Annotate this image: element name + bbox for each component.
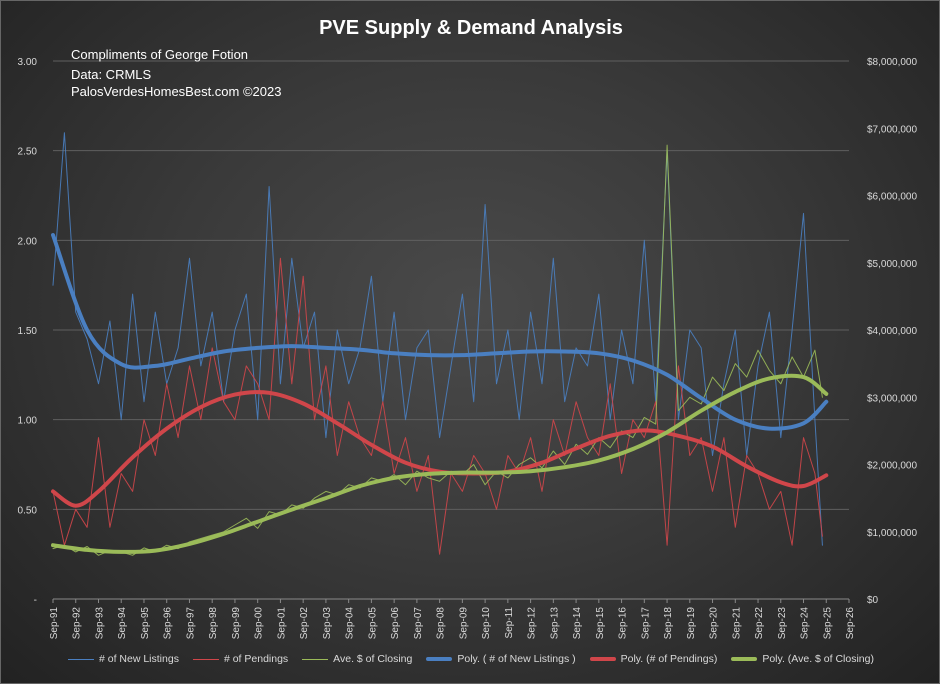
x-tick-label: Sep-21 bbox=[731, 607, 742, 640]
credit-website: PalosVerdesHomesBest.com ©2023 bbox=[71, 84, 282, 99]
legend-item: Poly. ( # of New Listings ) bbox=[426, 653, 576, 665]
legend-label: # of Pendings bbox=[223, 653, 289, 665]
legend-item: # of Pendings bbox=[192, 653, 289, 665]
credit-data-source: Data: CRMLS bbox=[71, 67, 152, 82]
x-tick-label: Sep-14 bbox=[572, 607, 583, 640]
right-tick-label: $1,000,000 bbox=[867, 528, 917, 539]
right-tick-label: $0 bbox=[867, 595, 879, 606]
x-tick-label: Sep-19 bbox=[686, 607, 697, 640]
left-tick-label: 1.00 bbox=[18, 416, 38, 427]
chart-legend: # of New Listings # of Pendings Ave. $ of … bbox=[1, 653, 940, 665]
x-tick-label: Sep-09 bbox=[458, 607, 469, 640]
x-tick-label: Sep-96 bbox=[163, 607, 174, 640]
x-tick-label: Sep-93 bbox=[94, 607, 105, 640]
series-line-1 bbox=[52, 257, 823, 555]
series-lines bbox=[51, 132, 829, 556]
x-tick-label: Sep-05 bbox=[367, 607, 378, 640]
legend-swatch bbox=[67, 658, 94, 660]
x-tick-label: Sep-97 bbox=[185, 607, 196, 640]
gridlines bbox=[53, 60, 849, 600]
x-axis-ticks: Sep-91 Sep-92 Sep-93 Sep-94 Sep-95 Sep-96 Sep-… bbox=[49, 598, 856, 640]
legend-swatch bbox=[192, 658, 219, 660]
series-line-5 bbox=[51, 373, 829, 554]
x-tick-label: Sep-22 bbox=[754, 607, 765, 640]
left-tick-label: - bbox=[34, 595, 37, 606]
x-tick-label: Sep-92 bbox=[72, 607, 83, 640]
legend-label: # of New Listings bbox=[98, 653, 179, 665]
x-tick-label: Sep-04 bbox=[345, 607, 356, 640]
x-tick-label: Sep-00 bbox=[254, 607, 265, 640]
x-tick-label: Sep-01 bbox=[276, 607, 287, 640]
legend-swatch bbox=[426, 657, 453, 661]
legend-label: Poly. (Ave. $ of Closing) bbox=[762, 653, 874, 665]
x-tick-label: Sep-16 bbox=[618, 607, 629, 640]
x-tick-label: Sep-12 bbox=[527, 607, 538, 640]
right-tick-label: $3,000,000 bbox=[867, 393, 917, 404]
legend-item: Ave. $ of Closing bbox=[302, 653, 412, 665]
x-tick-label: Sep-15 bbox=[595, 607, 606, 640]
right-tick-label: $8,000,000 bbox=[867, 57, 917, 68]
chart-title: PVE Supply & Demand Analysis bbox=[319, 17, 623, 39]
left-axis-ticks: - 0.50 1.00 1.50 2.00 2.50 3.00 bbox=[18, 57, 38, 606]
series-line-4 bbox=[51, 390, 829, 508]
series-line-0 bbox=[52, 132, 823, 546]
x-tick-label: Sep-98 bbox=[208, 607, 219, 640]
right-axis-ticks: $0 $1,000,000 $2,000,000 $3,000,000 $4,000,0… bbox=[867, 57, 917, 606]
left-tick-label: 3.00 bbox=[18, 57, 38, 68]
legend-label: Poly. (# of Pendings) bbox=[620, 653, 718, 665]
x-tick-label: Sep-02 bbox=[299, 607, 310, 640]
legend-item: Poly. (# of Pendings) bbox=[589, 653, 718, 665]
x-tick-label: Sep-18 bbox=[663, 607, 674, 640]
x-tick-label: Sep-99 bbox=[231, 607, 242, 640]
x-tick-label: Sep-17 bbox=[640, 607, 651, 640]
x-tick-label: Sep-07 bbox=[413, 607, 424, 640]
right-tick-label: $5,000,000 bbox=[867, 259, 917, 270]
legend-item: Poly. (Ave. $ of Closing) bbox=[731, 653, 874, 665]
x-tick-label: Sep-06 bbox=[390, 607, 401, 640]
x-tick-label: Sep-23 bbox=[777, 607, 788, 640]
x-tick-label: Sep-11 bbox=[504, 607, 515, 639]
x-tick-label: Sep-10 bbox=[481, 607, 492, 640]
left-tick-label: 1.50 bbox=[18, 326, 38, 337]
left-tick-label: 0.50 bbox=[18, 505, 38, 516]
left-tick-label: 2.00 bbox=[18, 236, 38, 247]
right-tick-label: $2,000,000 bbox=[867, 461, 917, 472]
x-tick-label: Sep-26 bbox=[845, 607, 856, 640]
legend-label: Ave. $ of Closing bbox=[333, 653, 413, 665]
legend-label: Poly. ( # of New Listings ) bbox=[457, 653, 576, 665]
x-tick-label: Sep-08 bbox=[436, 607, 447, 640]
x-tick-label: Sep-91 bbox=[49, 607, 60, 640]
series-line-2 bbox=[52, 144, 823, 556]
x-tick-label: Sep-20 bbox=[709, 607, 720, 640]
x-tick-label: Sep-24 bbox=[800, 607, 811, 640]
credit-author: Compliments of George Fotion bbox=[71, 47, 249, 62]
series-line-3 bbox=[51, 233, 829, 431]
legend-swatch bbox=[589, 657, 616, 661]
right-tick-label: $4,000,000 bbox=[867, 326, 917, 337]
legend-swatch bbox=[731, 657, 758, 661]
x-tick-label: Sep-25 bbox=[822, 607, 833, 640]
x-tick-label: Sep-94 bbox=[117, 607, 128, 640]
legend-swatch bbox=[302, 658, 329, 660]
right-tick-label: $6,000,000 bbox=[867, 192, 917, 203]
right-tick-label: $7,000,000 bbox=[867, 124, 917, 135]
left-tick-label: 2.50 bbox=[18, 147, 38, 158]
x-tick-label: Sep-13 bbox=[549, 607, 560, 640]
x-tick-label: Sep-95 bbox=[140, 607, 151, 640]
x-tick-label: Sep-03 bbox=[322, 607, 333, 640]
legend-item: # of New Listings bbox=[67, 653, 179, 665]
